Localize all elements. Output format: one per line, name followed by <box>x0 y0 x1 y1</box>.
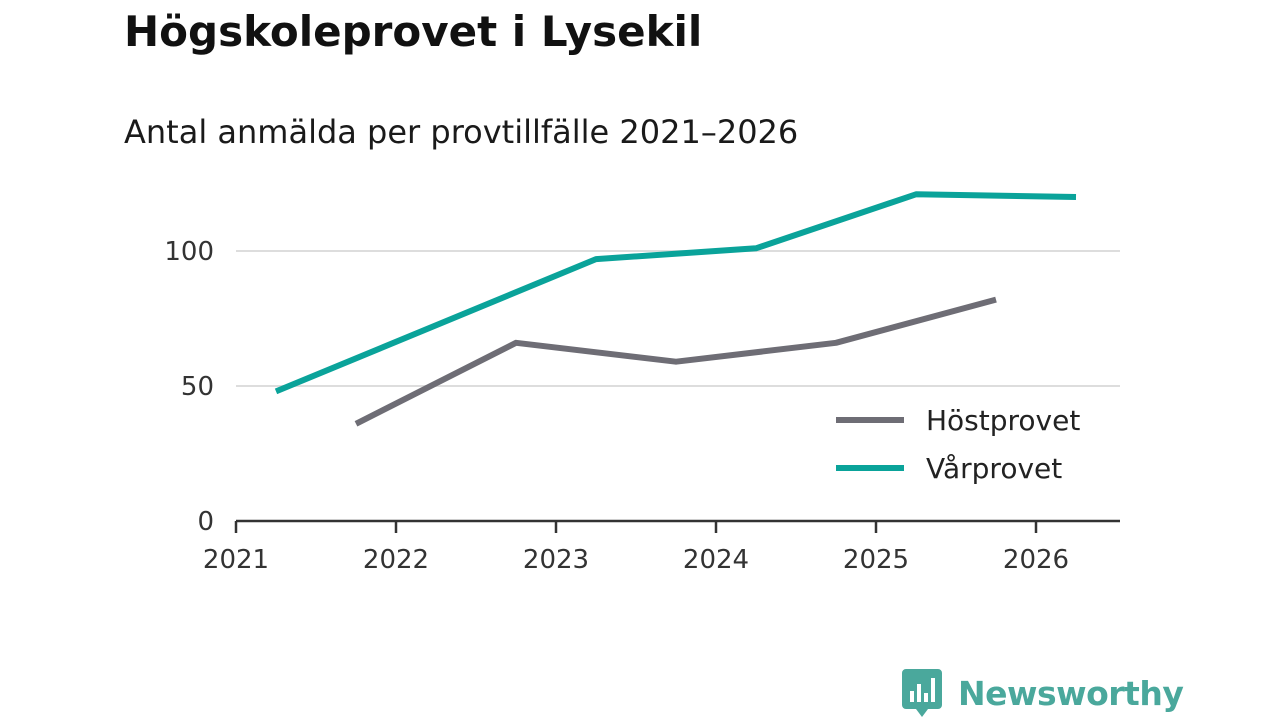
series-line-hostprovet <box>354 296 997 427</box>
x-tick-label: 2023 <box>523 545 589 575</box>
brand-name: Newsworthy <box>958 673 1184 713</box>
newsworthy-logo[interactable]: Newsworthy <box>902 668 1184 718</box>
legend-label: Höstprovet <box>926 404 1080 437</box>
y-tick-label: 0 <box>197 507 214 537</box>
gridlines <box>236 250 1120 387</box>
x-axis: 2021 2022 2023 2024 2025 2026 <box>203 519 1120 575</box>
legend-label: Vårprovet <box>926 452 1062 485</box>
legend: Höstprovet Vårprovet <box>824 390 1100 496</box>
series-line-varprovet <box>274 191 1077 395</box>
series-lines <box>274 191 1077 427</box>
x-tick-label: 2022 <box>363 545 429 575</box>
chart-subtitle: Antal anmälda per provtillfälle 2021–202… <box>124 113 799 151</box>
x-tick-label: 2021 <box>203 545 269 575</box>
y-tick-label: 50 <box>181 372 214 402</box>
y-tick-label: 100 <box>164 237 214 267</box>
x-tick-label: 2025 <box>843 545 909 575</box>
x-tick-label: 2024 <box>683 545 749 575</box>
x-tick-label: 2026 <box>1003 545 1069 575</box>
chart-title: Högskoleprovet i Lysekil <box>124 7 703 56</box>
newsworthy-logo-icon <box>902 669 942 717</box>
y-axis-labels: 0 50 100 <box>164 237 214 537</box>
legend-background <box>824 390 1100 496</box>
